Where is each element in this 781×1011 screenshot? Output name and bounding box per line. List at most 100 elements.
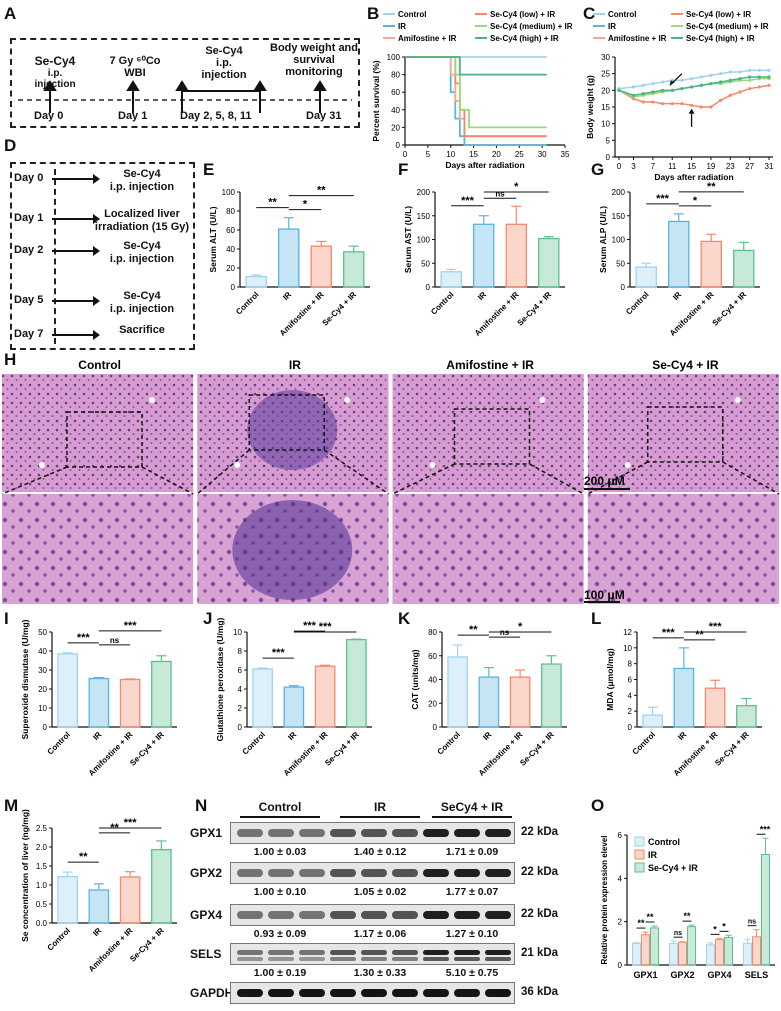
protocol-day: Day 5	[14, 294, 44, 306]
blot-quant-value: 1.27 ± 0.10	[445, 928, 499, 940]
y-tick-label: 5	[606, 136, 611, 145]
significance-label: ***	[303, 620, 317, 632]
inflammation-focus	[232, 500, 353, 600]
weight-point	[738, 70, 742, 74]
zoom-box	[647, 406, 724, 463]
y-tick-label: 20	[38, 685, 47, 694]
y-tick-label: 10	[233, 628, 242, 637]
bar	[473, 223, 495, 288]
weight-point	[728, 93, 732, 97]
y-tick-label: 4	[238, 685, 243, 694]
blot-strip	[230, 822, 515, 844]
y-tick-label: 200	[612, 188, 626, 197]
weight-point	[680, 78, 684, 82]
bar	[678, 941, 687, 966]
svg-text:Se-Cy4 (high) + IR: Se-Cy4 (high) + IR	[490, 34, 559, 43]
y-tick-label: 6	[628, 676, 633, 685]
blot-kda-label: 21 kDa	[521, 947, 559, 959]
y-tick-label: 0	[238, 723, 243, 732]
histology-lowmag	[2, 374, 194, 492]
svg-text:IR: IR	[608, 22, 616, 31]
blot-band	[330, 911, 356, 919]
legend-item: IR	[383, 22, 406, 31]
blot-kda-label: 22 kDa	[521, 826, 559, 838]
panel-label-d: D	[4, 136, 17, 155]
blot-band	[268, 869, 294, 877]
histology-highmag	[587, 494, 779, 604]
bar	[706, 944, 715, 966]
weight-point	[709, 105, 713, 109]
bar	[88, 677, 110, 728]
blot-band	[392, 911, 418, 919]
weight-point	[651, 90, 655, 94]
histology-panel: Control IR Amifostine + IR Se-Cy4 + IR 200 μ…	[0, 355, 781, 605]
legend-item: Control	[593, 10, 636, 19]
blot-band	[361, 829, 387, 837]
y-tick-label: 20	[601, 86, 610, 95]
histology-lowmag	[392, 374, 584, 492]
weight-point	[719, 98, 723, 102]
panel-label-g: G	[591, 160, 605, 179]
blot-band	[237, 989, 263, 997]
protocol-day: Day 1	[14, 212, 44, 224]
bar	[119, 876, 141, 924]
weight-point	[748, 87, 752, 91]
weight-point	[651, 82, 655, 86]
weight-point	[767, 75, 771, 79]
y-tick-label: 1.5	[36, 862, 48, 871]
blot-protein-label: SELS	[190, 947, 222, 961]
histology-title: Se-Cy4 + IR	[652, 358, 719, 372]
zoom-line	[392, 463, 455, 495]
panel-label-i: I	[4, 609, 9, 628]
panel-label-e: E	[203, 160, 215, 179]
blot-band	[299, 829, 325, 837]
weight-point	[748, 68, 752, 72]
significance-label: ***	[124, 817, 138, 829]
y-tick-label: 12	[623, 628, 632, 637]
bar	[310, 245, 332, 288]
significance-label: ***	[760, 824, 771, 834]
y-tick-label: 30	[601, 53, 610, 62]
x-tick-label: Se-Cy4 + IR	[711, 290, 749, 328]
blot-protein-label: GPX1	[190, 826, 223, 840]
bar	[641, 934, 650, 966]
y-tick-label: 4	[618, 874, 623, 883]
protocol-row: Day 5 Se-Cy4 i.p. injection	[14, 290, 194, 320]
legend-item: Se-Cy4 (medium) + IR	[671, 22, 769, 31]
blot-quant-value: 1.05 ± 0.02	[353, 886, 407, 898]
significance-label: **	[268, 197, 277, 209]
blot-band	[423, 911, 449, 919]
significance-label: **	[317, 185, 326, 197]
x-tick-label: 15	[687, 162, 696, 171]
x-tick-label: 10	[446, 150, 455, 159]
significance-label: *	[518, 621, 523, 633]
y-axis-label: Body weight (g)	[585, 75, 595, 139]
x-tick-label: Se-Cy4 + IR	[518, 730, 556, 768]
y-axis-label: Glutathione peroxidase (U/mg)	[215, 617, 225, 741]
significance-label: *	[693, 195, 698, 207]
bar	[668, 220, 690, 288]
arrow-head	[669, 80, 675, 86]
blot-band	[485, 869, 511, 877]
weight-point	[767, 68, 771, 72]
panel-label-j: J	[203, 609, 213, 628]
blot-strip	[230, 862, 515, 884]
bar	[57, 875, 78, 924]
blot-kda-label: 36 kDa	[521, 986, 559, 998]
x-axis-label: Days after radiation	[445, 160, 524, 170]
blot-band	[485, 950, 511, 955]
survival-line	[405, 56, 547, 146]
y-tick-label: 150	[612, 212, 626, 221]
survival-chart: Control IR Amifostine + IR Se-Cy4 (low) + I…	[371, 10, 573, 170]
legend-item: Se-Cy4 (high) + IR	[671, 34, 755, 43]
x-tick-label: GPX1	[633, 970, 657, 980]
blot-band	[485, 911, 511, 919]
legend-item: Se-Cy4 (low) + IR	[475, 10, 555, 19]
protocol-row: Day 1 Localized liver irradiation (15 Gy)	[14, 208, 194, 238]
significance-label: *	[303, 199, 308, 211]
weight-point	[748, 78, 752, 82]
weight-point	[767, 83, 771, 87]
y-axis-label: Superoxide dismutase (U/mg)	[20, 619, 30, 739]
x-tick-label: Control	[46, 926, 72, 952]
